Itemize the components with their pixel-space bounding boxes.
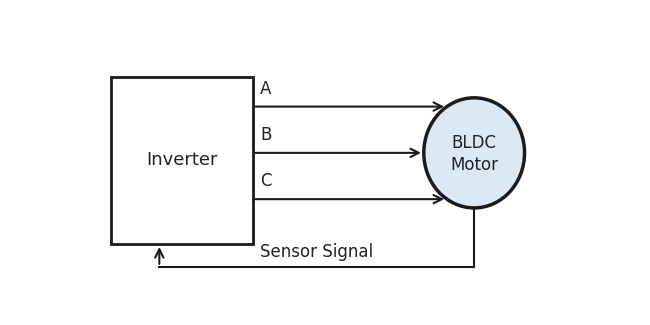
Text: Inverter: Inverter — [146, 151, 218, 169]
Text: Sensor Signal: Sensor Signal — [260, 243, 373, 261]
Bar — [112, 76, 252, 244]
Text: B: B — [260, 126, 272, 144]
Text: C: C — [260, 172, 272, 190]
Text: BLDC: BLDC — [452, 134, 497, 152]
Text: Motor: Motor — [450, 156, 498, 175]
Text: A: A — [260, 80, 272, 98]
Ellipse shape — [424, 98, 525, 208]
